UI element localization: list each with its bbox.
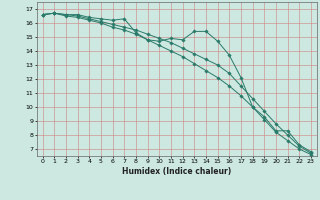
X-axis label: Humidex (Indice chaleur): Humidex (Indice chaleur) [122,167,231,176]
